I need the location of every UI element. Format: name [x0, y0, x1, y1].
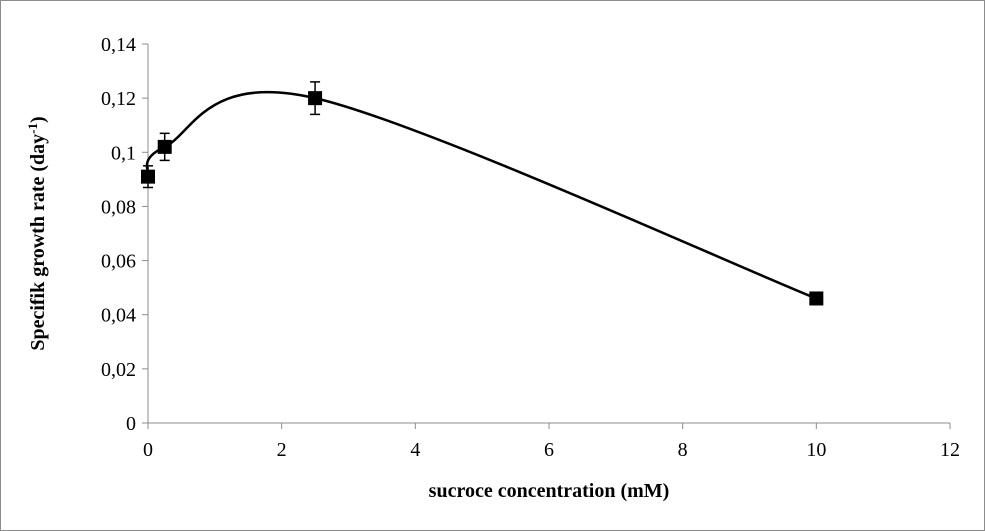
data-point	[157, 139, 172, 154]
x-tick-label: 0	[143, 439, 153, 461]
y-axis-title-main: Specifik growth rate (day	[27, 134, 49, 351]
y-axis-title: Specifik growth rate (day-1)	[25, 116, 50, 350]
x-tick-label: 8	[678, 439, 688, 461]
x-tick-label: 6	[544, 439, 554, 461]
x-tick-label: 2	[277, 439, 287, 461]
axes	[142, 43, 951, 429]
y-tick-label: 0,02	[101, 359, 136, 381]
y-axis-title-superscript: -1	[25, 123, 40, 134]
y-tick-label: 0,08	[101, 196, 136, 218]
x-tick-label: 4	[410, 439, 420, 461]
tick-labels: 0 0,02 0,04 0,06 0,08 0,1 0,12 0,14 0 2 4 6 8 10 12	[101, 34, 960, 461]
data-point	[308, 91, 323, 106]
y-tick-label: 0,06	[101, 251, 136, 273]
x-tick-label: 10	[806, 439, 826, 461]
x-tick-label: 12	[940, 439, 960, 461]
series-curve	[145, 91, 817, 300]
series-line	[145, 91, 817, 300]
data-markers	[141, 91, 824, 306]
y-tick-label: 0	[126, 413, 136, 435]
y-tick-label: 0,14	[101, 34, 136, 56]
y-axis-title-end: )	[27, 116, 49, 123]
x-axis-title: sucroce concentration (mM)	[429, 480, 670, 502]
data-point	[141, 169, 155, 184]
y-tick-label: 0,12	[101, 88, 136, 110]
data-point	[809, 291, 824, 306]
y-tick-label: 0,1	[111, 142, 136, 164]
y-tick-label: 0,04	[101, 305, 136, 327]
